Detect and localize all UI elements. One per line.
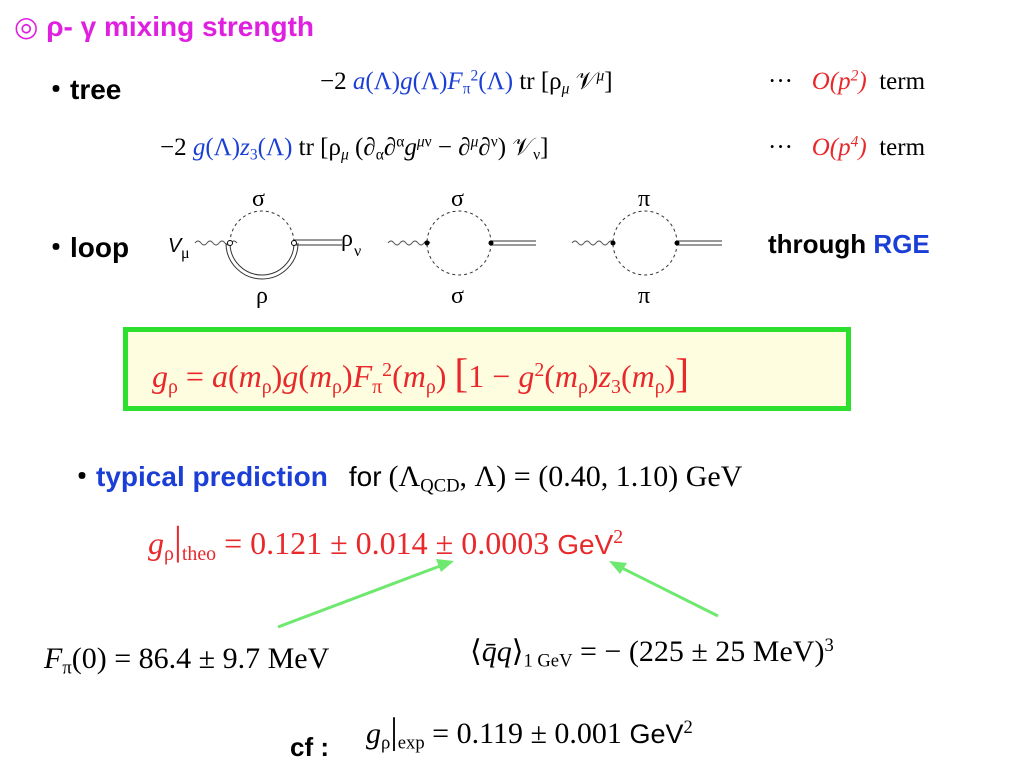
- bullet: ・: [68, 461, 97, 492]
- d1-right-sub: ν: [354, 243, 361, 260]
- tree-order-p4: ··· O(p4) term: [768, 133, 926, 161]
- diagram-1: σ ρ V μ ρ ν: [168, 186, 361, 309]
- cf-value-line: gρ|exp = 0.119 ± 0.001 GeV2: [366, 711, 693, 754]
- theo-value-line: gρ|theo = 0.121 ± 0.014 ± 0.0003 GeV2: [148, 518, 624, 565]
- loop-item: ・loop: [42, 226, 129, 266]
- rge-word: RGE: [873, 229, 930, 259]
- title-symbol: ◎: [14, 11, 39, 42]
- tree-formula-p4: −2 g(Λ)z3(Λ) tr [ρμ (∂α∂αgμν − ∂μ∂ν) 𝒱ν]: [160, 133, 549, 164]
- d3-top-label: π: [638, 186, 650, 212]
- arrow-condensate: [621, 566, 719, 618]
- cf-label: cf :: [290, 732, 329, 762]
- dots: ···: [768, 68, 793, 95]
- bullet: ・: [42, 232, 71, 263]
- gev-unit: GeV: [685, 460, 743, 493]
- through-rge: through RGE: [768, 229, 930, 260]
- term-word-1: term: [879, 68, 926, 95]
- fpi-unit: MeV: [267, 642, 330, 675]
- cf-unit: GeV: [629, 719, 684, 749]
- order-p4-exp: 4: [850, 133, 859, 151]
- arrow-fpi: [277, 564, 441, 629]
- lambda-condition: (ΛQCD, Λ) = (0.40, 1.10): [388, 460, 686, 497]
- d3-bottom-label: π: [638, 283, 650, 309]
- term-word-2: term: [879, 134, 926, 161]
- condensate-unit: MeV): [752, 635, 825, 668]
- diagram-2: σ σ: [387, 186, 536, 309]
- prediction-line: ・typical prediction for (ΛQCD, Λ) = (0.4…: [68, 455, 742, 495]
- prediction-label: typical prediction: [96, 461, 328, 492]
- for-word: for: [348, 461, 382, 492]
- fpi-value: 86.4 ± 9.7: [138, 642, 261, 675]
- dots: ···: [768, 134, 793, 161]
- through-word: through: [768, 229, 867, 259]
- bullet: ・: [42, 74, 71, 105]
- result-box: [123, 327, 851, 411]
- tree-label: tree: [70, 74, 122, 105]
- d1-left-label: V: [168, 235, 183, 257]
- d1-left-sub: μ: [181, 245, 190, 262]
- tree-formula-p2: −2 a(Λ)g(Λ)Fπ2(Λ) tr [ρμ 𝒱μ]: [320, 67, 613, 98]
- condensate-exp: 3: [824, 634, 834, 656]
- fpi-line: Fπ(0) = 86.4 ± 9.7 MeV: [44, 642, 330, 679]
- d1-bottom-label: ρ: [256, 283, 268, 309]
- arrow-condensate-head: [609, 561, 627, 574]
- order-p2-exp: 2: [850, 67, 859, 85]
- order-p2: O(p: [811, 68, 851, 95]
- order-p4: O(p: [811, 134, 851, 161]
- diagram-3: π π: [571, 186, 722, 309]
- d1-right-label: ρ: [341, 226, 353, 252]
- theo-value: 0.121 ± 0.014 ± 0.0003: [250, 525, 550, 561]
- theo-unit: GeV: [557, 529, 614, 560]
- cf-unit-exp: 2: [683, 716, 693, 738]
- loop-label: loop: [70, 232, 130, 263]
- condensate-line: ⟨q̄q⟩1 GeV = − (225 ± 25 MeV)3: [470, 634, 834, 672]
- tree-item: ・tree: [42, 68, 121, 108]
- g-rho-formula: gρ = a(mρ)g(mρ)Fπ2(mρ) [1 − g2(mρ)z3(mρ)…: [152, 350, 690, 398]
- d2-top-label: σ: [451, 186, 464, 212]
- loop-diagrams: σ ρ V μ ρ ν σ σ π π: [168, 186, 722, 309]
- arrow-fpi-head: [436, 559, 454, 572]
- cf-value: 0.119 ± 0.001: [456, 717, 622, 750]
- d2-bottom-label: σ: [451, 283, 464, 309]
- title-text: ρ- γ mixing strength: [46, 11, 315, 42]
- slide-title: ◎ ρ- γ mixing strength: [14, 10, 314, 43]
- d1-top-label: σ: [252, 186, 265, 212]
- condensate-value: − (225 ± 25: [604, 635, 746, 668]
- theo-unit-exp: 2: [613, 526, 624, 549]
- tree-order-p2: ··· O(p2) term: [768, 67, 926, 95]
